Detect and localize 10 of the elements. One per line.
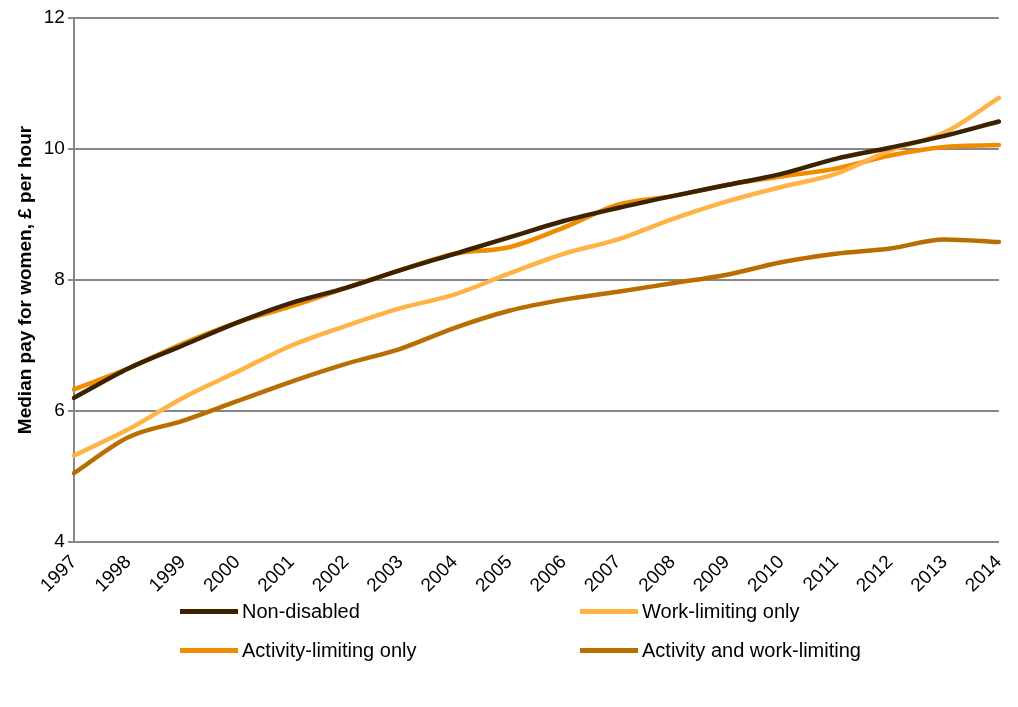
legend-label: Activity and work-limiting — [642, 639, 861, 662]
y-tick-label: 6 — [54, 399, 65, 421]
y-tick-label: 10 — [43, 137, 65, 159]
y-tick-label: 8 — [54, 268, 65, 290]
y-tick-label: 4 — [54, 530, 66, 552]
legend-label: Non-disabled — [242, 600, 360, 623]
y-axis-title: Median pay for women, £ per hour — [13, 125, 35, 435]
y-tick-label: 12 — [43, 6, 65, 28]
legend-label: Work-limiting only — [642, 600, 800, 623]
legend-label: Activity-limiting only — [242, 639, 417, 662]
